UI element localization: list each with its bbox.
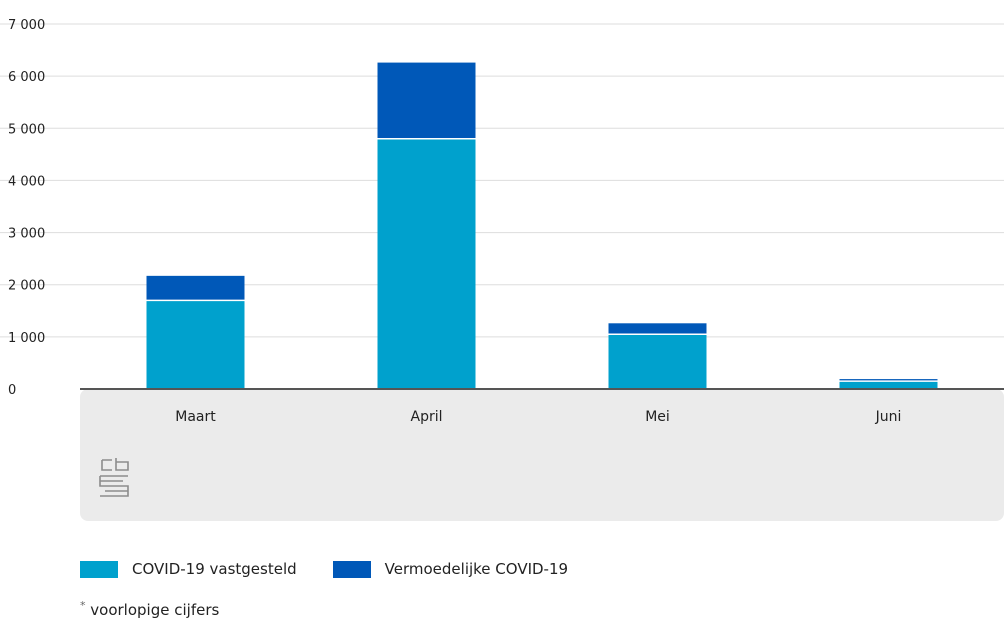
footnote: * voorlopige cijfers <box>80 599 219 619</box>
y-axis-ticks: 0 1 000 2 000 3 000 4 000 5 000 6 000 7 000 <box>8 18 45 398</box>
x-axis-panel <box>80 389 1004 521</box>
legend-item-vermoedelijk: Vermoedelijke COVID-19 <box>332 560 569 578</box>
x-axis-labels: Maart April Mei Juni <box>175 409 901 425</box>
cbs-logo: cbs <box>99 458 129 497</box>
bar-vermoedelijk <box>839 379 938 382</box>
bar-vastgesteld <box>608 334 707 389</box>
x-tick-label: Juni <box>875 409 902 425</box>
y-tick-label: 2 000 <box>8 279 45 294</box>
bar-vastgesteld <box>377 138 476 389</box>
legend-label-vermoedelijk: Vermoedelijke COVID-19 <box>384 560 569 578</box>
footnote-marker: * <box>80 599 86 612</box>
y-tick-label: 6 000 <box>8 70 45 85</box>
y-tick-label: 3 000 <box>8 227 45 242</box>
x-tick-label: April <box>411 409 443 425</box>
legend-item-vastgesteld: COVID-19 vastgesteld <box>80 560 297 578</box>
y-tick-label: 0 <box>8 383 16 398</box>
footnote-text: voorlopige cijfers <box>90 601 220 619</box>
bar-vermoedelijk <box>608 323 707 335</box>
legend-swatch-vermoedelijk <box>332 560 371 578</box>
chart: 0 1 000 2 000 3 000 4 000 5 000 6 000 7 000 Maa… <box>0 18 1004 521</box>
legend-label-vastgesteld: COVID-19 vastgesteld <box>132 560 297 578</box>
bar-vermoedelijk <box>146 275 245 301</box>
legend: COVID-19 vastgesteld Vermoedelijke COVID… <box>80 560 604 578</box>
y-tick-label: 4 000 <box>8 174 45 189</box>
bar-vermoedelijk <box>377 62 476 139</box>
bar-vastgesteld <box>146 300 245 389</box>
legend-swatch-vastgesteld <box>80 560 118 578</box>
y-tick-label: 1 000 <box>8 331 45 346</box>
bars <box>146 62 938 389</box>
y-tick-label: 5 000 <box>8 122 45 137</box>
x-tick-label: Mei <box>645 409 670 425</box>
y-tick-label: 7 000 <box>8 18 45 33</box>
x-tick-label: Maart <box>175 409 216 425</box>
bar-vastgesteld <box>839 381 938 389</box>
